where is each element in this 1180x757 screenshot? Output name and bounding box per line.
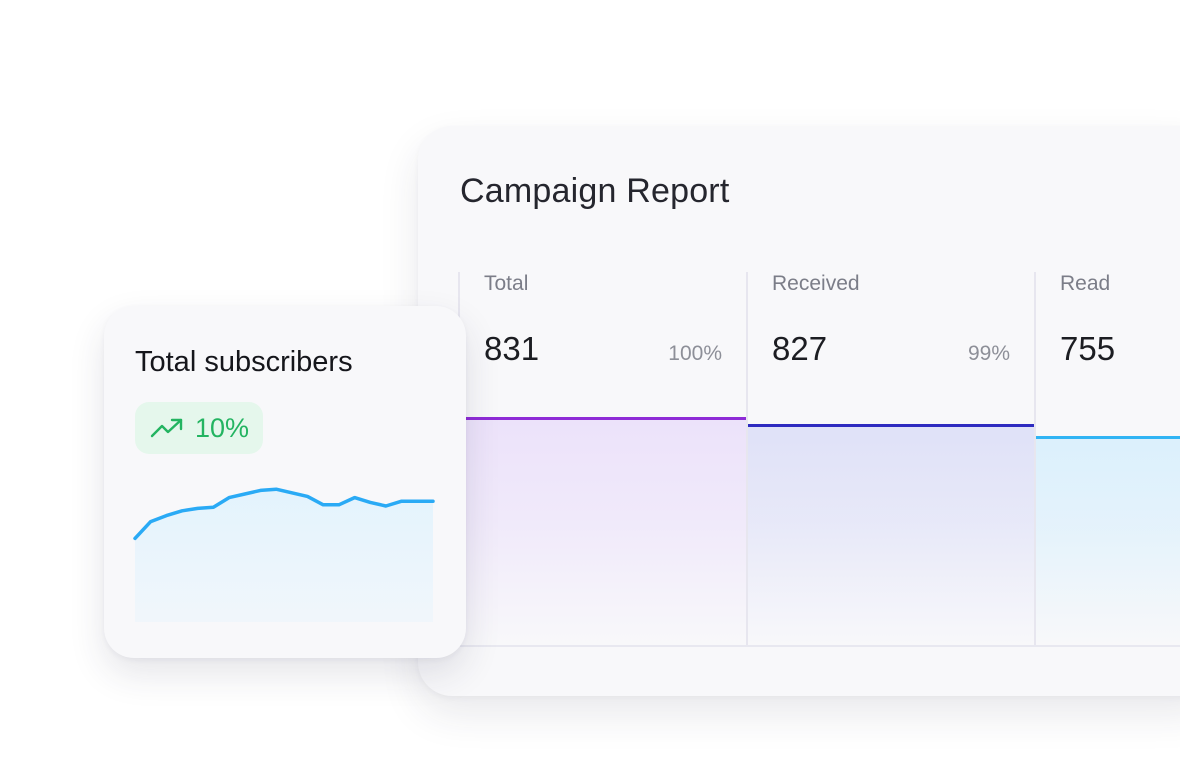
column-fill-bar: [460, 417, 746, 646]
report-column-read: Read 755: [1036, 272, 1180, 646]
column-fill-line: [460, 417, 746, 420]
campaign-report-card: Campaign Report Total 831 100% Received …: [418, 126, 1180, 696]
column-fill-line: [748, 424, 1034, 427]
column-value: 755: [1060, 330, 1116, 367]
column-label: Read: [1060, 272, 1111, 295]
column-percent: 100%: [668, 342, 722, 365]
column-value: 831: [484, 330, 540, 367]
area-fill: [135, 489, 433, 622]
trending-up-icon: [150, 418, 183, 438]
report-title: Campaign Report: [460, 172, 730, 210]
column-label: Total: [484, 272, 529, 295]
subscribers-title: Total subscribers: [135, 346, 353, 378]
baseline: [460, 645, 1180, 647]
column-fill-line: [1036, 436, 1180, 439]
column-fill-bar: [1036, 436, 1180, 646]
change-badge: 10%: [135, 402, 263, 454]
column-fill-bar: [748, 424, 1034, 646]
change-value: 10%: [195, 413, 250, 443]
report-column-received: Received 827 99%: [748, 272, 1034, 646]
series-line: [133, 487, 435, 541]
total-subscribers-card: Total subscribers 10%: [104, 306, 466, 658]
column-value: 827: [772, 330, 828, 367]
subscribers-area-chart: [133, 487, 435, 622]
column-percent: 99%: [967, 342, 1010, 365]
column-label: Received: [772, 272, 860, 295]
column-divider: [746, 272, 748, 646]
report-column-total: Total 831 100%: [460, 272, 746, 646]
column-divider: [1034, 272, 1036, 646]
